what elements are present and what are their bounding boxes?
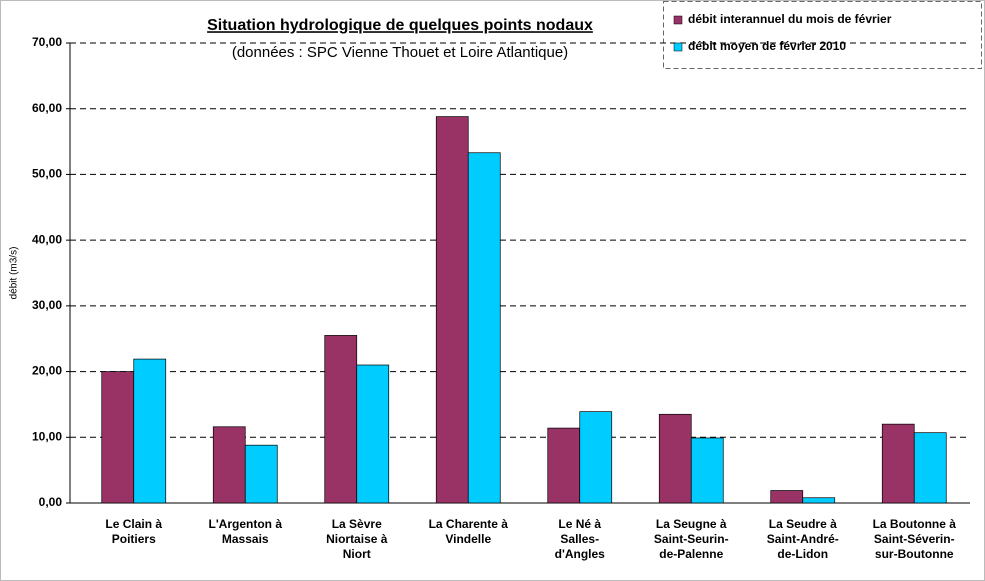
bar [324,335,358,504]
bar [244,444,278,504]
y-axis-label: débit (m3/s) [9,247,20,300]
y-tick-label: 30,00 [32,298,62,312]
bar [356,364,390,504]
y-tick-label: 10,00 [32,429,62,443]
bar [881,423,915,504]
y-tick-label: 60,00 [32,101,62,115]
legend-swatch [673,42,683,52]
bar [802,497,836,504]
x-tick-label: La Boutonne à Saint-Séverin- sur-Boutonn… [872,517,956,561]
bar [770,490,804,504]
bar [658,413,692,504]
bar [133,358,167,504]
legend-swatch [673,15,683,25]
bar [579,411,613,504]
x-tick-label: La Seugne à Saint-Seurin- de-Palenne [653,517,729,561]
bar [467,152,501,504]
chart-title: Situation hydrologique de quelques point… [207,17,593,34]
y-tick-label: 50,00 [32,167,62,181]
x-tick-label: La Charente à Vindelle [428,517,508,546]
legend-label: débit moyen de février 2010 [688,39,846,53]
bar [913,432,947,504]
legend-box [663,1,982,69]
x-tick-label: La Sèvre Niortaise à Niort [326,517,388,561]
legend-label: débit interannuel du mois de février [688,12,892,26]
x-tick-label: L'Argenton à Massais [208,517,283,546]
x-tick-label: Le Né à Salles- d'Angles [554,517,605,561]
bar [690,437,724,504]
bar [547,427,581,504]
y-tick-label: 70,00 [32,35,62,49]
x-tick-label: La Seudre à Saint-André- de-Lidon [766,517,839,561]
bar [101,371,135,504]
y-tick-label: 20,00 [32,364,62,378]
y-tick-label: 40,00 [32,232,62,246]
bar [435,116,469,504]
x-tick-label: Le Clain à Poitiers [105,517,163,546]
bar [212,426,246,504]
y-tick-label: 0,00 [39,495,63,509]
chart-subtitle: (données : SPC Vienne Thouet et Loire At… [232,44,568,61]
